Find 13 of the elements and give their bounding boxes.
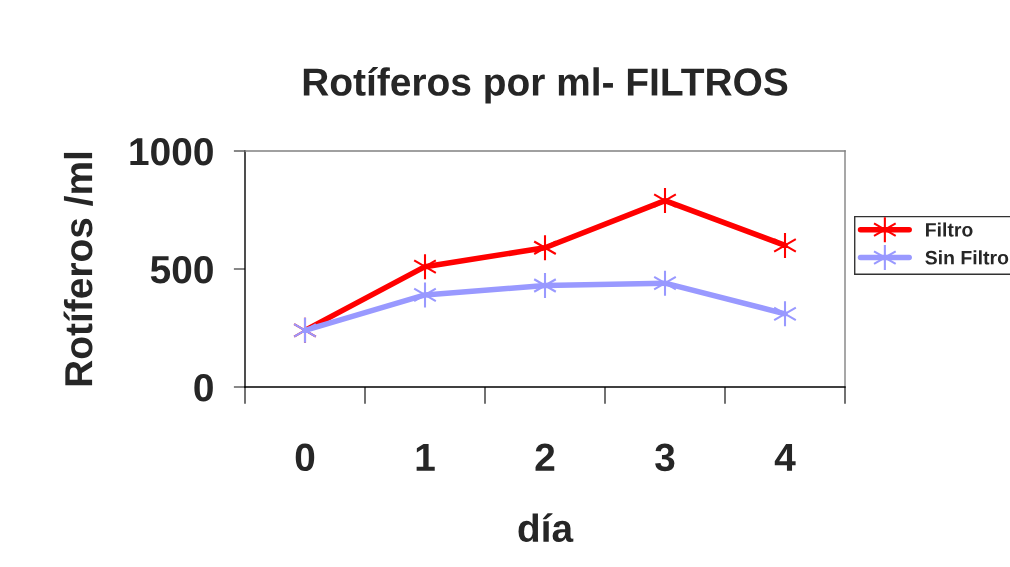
legend-label: Filtro: [926, 222, 973, 237]
y-tick-label: 500: [150, 255, 213, 284]
x-axis-title: día: [518, 513, 574, 543]
x-tick-label: 3: [655, 443, 675, 472]
y-tick-label: 0: [194, 373, 213, 402]
chart-title: Rotíferos por ml- FILTROS: [303, 66, 788, 104]
x-tick-label: 1: [416, 443, 435, 471]
x-tick-label: 2: [535, 443, 555, 471]
legend-label: Sin Filtro: [925, 250, 1009, 265]
y-tick-label: 1000: [130, 137, 213, 166]
y-axis-title: Rotíferos /ml: [63, 152, 93, 386]
x-tick-label: 4: [774, 443, 796, 471]
x-tick-label: 0: [295, 443, 315, 472]
